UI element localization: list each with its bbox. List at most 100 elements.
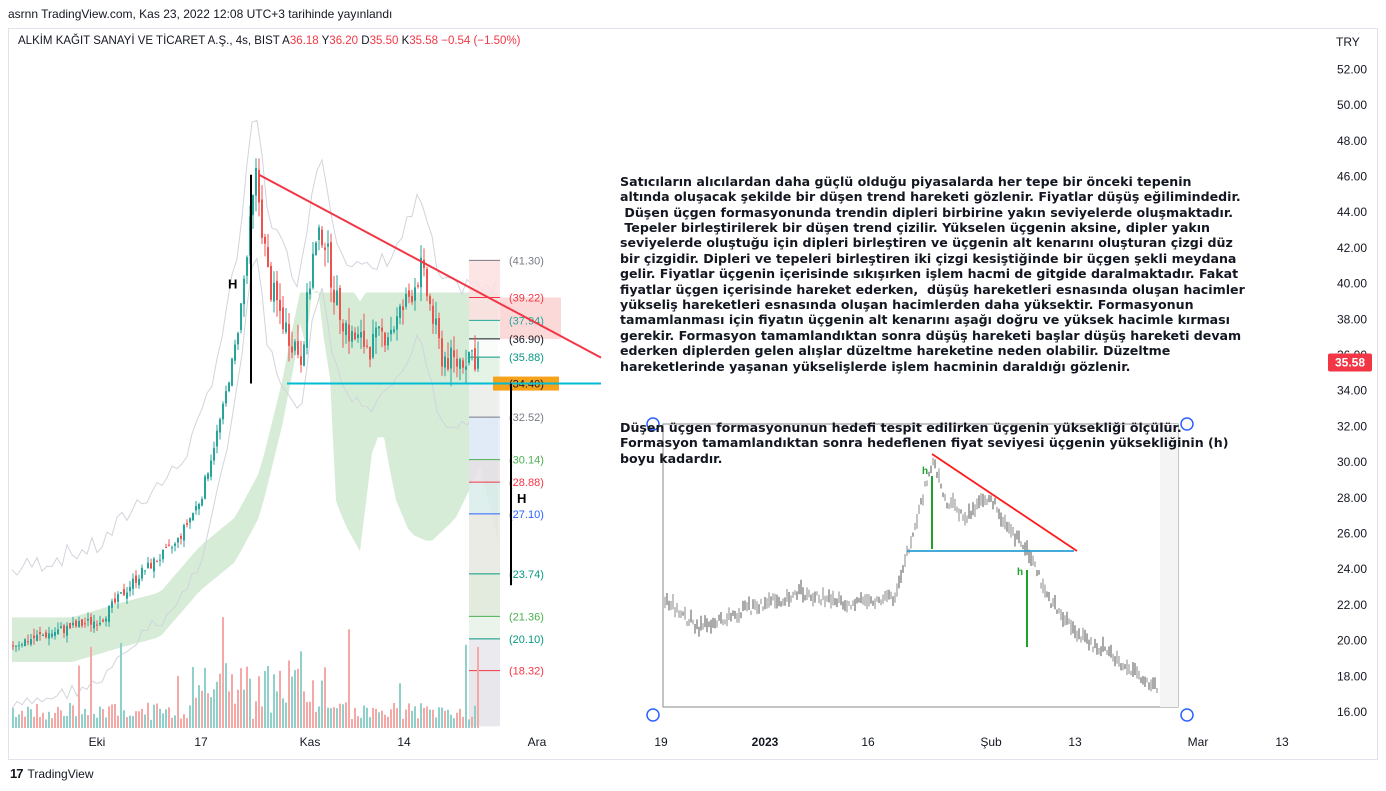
candle-body (252, 194, 254, 216)
candle-body (159, 559, 161, 561)
time-tick: Şub (980, 735, 1002, 749)
candle-body (399, 306, 401, 319)
candle-body (357, 334, 359, 339)
fib-label: (30.14) (509, 455, 544, 467)
drawings[interactable]: HH (228, 173, 602, 586)
time-axis[interactable]: Eki 17 Kas 14 Ara 19 2023 16 Şub 13 Mar 13 (89, 735, 1289, 749)
candle-body (207, 473, 209, 479)
volume-bar (171, 717, 173, 728)
candle-body (150, 562, 152, 569)
candle-body (330, 242, 332, 288)
price-tick: 38.00 (1337, 312, 1367, 326)
candle-body (369, 346, 371, 360)
candle-body (135, 575, 137, 583)
fibonacci-levels[interactable]: (41.30)(39.22)(37.94)(36.90)(35.88)(34.4… (469, 255, 561, 727)
candle-body (117, 594, 119, 602)
volume-bar (348, 629, 350, 728)
volume-bar (285, 702, 287, 728)
resize-handle-icon (1180, 417, 1194, 431)
change-value: −0.54 (−1.50%) (441, 35, 521, 47)
price-tick: 24.00 (1337, 562, 1367, 576)
candle-body (258, 169, 260, 203)
inset-frame (662, 423, 1179, 708)
fib-zone (469, 482, 500, 514)
candle-body (33, 635, 35, 639)
candle-body (462, 360, 464, 368)
volume-bar (258, 676, 260, 728)
candle-body (105, 618, 107, 622)
volume-bar (24, 716, 26, 728)
volume-bar (186, 718, 188, 728)
volume-bar (144, 714, 146, 728)
volume-bar (240, 668, 242, 728)
fib-label: (41.30) (509, 255, 544, 267)
candle-body (48, 633, 50, 639)
cloud-area (12, 290, 498, 663)
annotation-text[interactable]: Satıcıların alıcılardan daha güçlü olduğ… (620, 143, 1300, 482)
volume-bar (231, 674, 233, 728)
brand-footer[interactable]: 17 TradingView (10, 766, 94, 781)
volume-bar (201, 690, 203, 728)
candle-body (84, 623, 86, 625)
volume-bar (225, 663, 227, 728)
volume-bar (123, 710, 125, 728)
candle-body (69, 623, 71, 629)
volume-bar (33, 716, 35, 728)
symbol-name[interactable]: ALKİM KAĞIT SANAYİ VE TİCARET A.Ş., 4s, … (18, 35, 280, 47)
price-tick: 20.00 (1337, 634, 1367, 648)
candle-body (126, 592, 128, 599)
candle-body (312, 253, 314, 288)
candle-body (75, 620, 77, 627)
volume-bar (267, 665, 269, 728)
candle-body (447, 358, 449, 370)
candle-body (12, 645, 14, 647)
candle-body (156, 561, 158, 563)
volume-bar (27, 706, 29, 728)
candle-body (441, 338, 443, 367)
candle-body (453, 350, 455, 358)
candle-body (24, 639, 26, 647)
candle-body (138, 578, 140, 585)
candle-body (243, 278, 245, 305)
price-tick: 48.00 (1337, 134, 1367, 148)
price-tick: 28.00 (1337, 491, 1367, 505)
volume-bar (105, 717, 107, 728)
candle-body (474, 348, 476, 370)
price-axis[interactable]: 52.00 50.00 48.00 46.00 44.00 42.00 40.00 38.00… (1328, 62, 1372, 719)
price-tick: 32.00 (1337, 419, 1367, 433)
price-tick: 22.00 (1337, 598, 1367, 612)
volume-bar (81, 714, 83, 728)
candle-body (456, 358, 458, 367)
candle-body (93, 621, 95, 629)
candle-body (114, 598, 116, 603)
volume-bar (411, 710, 413, 728)
volume-bar (96, 717, 98, 728)
close-label: K (401, 35, 410, 47)
fib-zone (469, 338, 500, 358)
candle-body (201, 498, 203, 506)
low-value: 35.50 (369, 35, 399, 47)
candle-body (393, 329, 395, 332)
volume-bar (354, 708, 356, 728)
open-value: 36.18 (289, 35, 319, 47)
lower-band-line (11, 257, 498, 709)
candle-body (90, 616, 92, 625)
currency-label[interactable]: TRY (1336, 35, 1360, 49)
candle-body (450, 347, 452, 369)
volume-bar (315, 711, 317, 728)
candle-body (66, 625, 68, 636)
volume-bar (402, 718, 404, 728)
ticker-legend[interactable]: ALKİM KAĞIT SANAYİ VE TİCARET A.Ş., 4s, … (18, 35, 521, 47)
inset-h-label-right: h (1017, 567, 1023, 578)
volume-bar (453, 718, 455, 728)
upper-band-line (11, 119, 498, 576)
low-label: D (361, 35, 370, 47)
fib-zone (469, 513, 500, 574)
inset-image[interactable]: hh (646, 417, 1194, 722)
candle-body (189, 518, 191, 523)
volume-bar (246, 666, 248, 728)
candle-body (360, 332, 362, 338)
volume-bar (327, 707, 329, 728)
volume-bar (462, 716, 464, 728)
